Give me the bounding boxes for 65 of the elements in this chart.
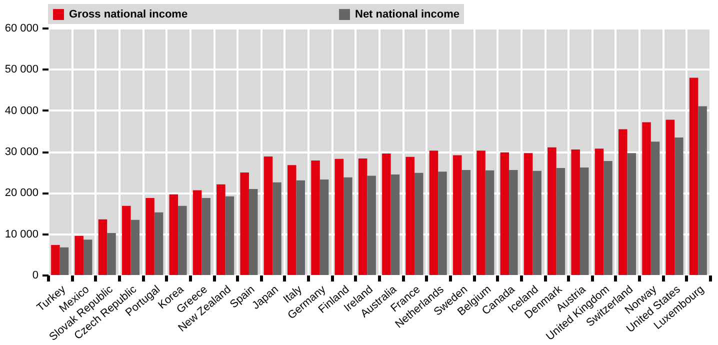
bar xyxy=(320,179,329,275)
bar xyxy=(627,153,636,275)
bar xyxy=(130,220,140,275)
bar xyxy=(571,149,580,275)
bar xyxy=(264,156,273,275)
bar xyxy=(406,156,414,275)
bar xyxy=(367,176,376,275)
bar xyxy=(429,150,438,275)
bar xyxy=(272,182,282,275)
bar xyxy=(83,240,92,275)
bar xyxy=(311,160,320,275)
bar xyxy=(438,172,447,275)
bar xyxy=(650,142,660,275)
bar xyxy=(202,198,210,275)
bar xyxy=(452,155,462,275)
bar xyxy=(60,247,69,275)
bar xyxy=(556,168,566,275)
bar xyxy=(344,177,352,275)
bar xyxy=(485,170,494,275)
bar xyxy=(674,138,684,275)
y-tick-label: 20 000 xyxy=(4,187,38,200)
bar xyxy=(604,160,612,275)
y-tick-label: 0 xyxy=(32,270,38,282)
bar xyxy=(618,129,628,275)
bar xyxy=(414,172,424,275)
y-tick-label: 10 000 xyxy=(4,228,38,240)
bar xyxy=(642,122,651,275)
bar xyxy=(192,190,202,275)
bar xyxy=(216,184,226,275)
legend-label: Gross national income xyxy=(69,8,188,21)
bar xyxy=(240,172,249,275)
bar xyxy=(358,158,368,275)
bar xyxy=(107,233,116,275)
bar xyxy=(74,236,84,275)
bar xyxy=(178,206,187,275)
bar xyxy=(248,188,258,275)
bar xyxy=(500,152,510,275)
bar xyxy=(524,153,533,275)
bar xyxy=(689,78,698,275)
y-tick-label: 40 000 xyxy=(4,104,38,117)
bar xyxy=(169,194,178,275)
bar xyxy=(296,180,306,275)
bar xyxy=(122,206,131,275)
bar xyxy=(390,174,400,275)
bar xyxy=(532,170,542,275)
bar xyxy=(666,120,675,275)
bar xyxy=(476,150,486,275)
bar xyxy=(698,106,707,275)
bar xyxy=(154,212,164,275)
bar xyxy=(146,198,154,275)
bar xyxy=(334,158,344,275)
bar xyxy=(287,165,296,275)
y-tick-label: 30 000 xyxy=(4,146,38,158)
bar xyxy=(594,148,604,275)
y-tick-label: 60 000 xyxy=(4,22,38,34)
bar xyxy=(462,170,471,275)
bar xyxy=(382,154,391,275)
bar xyxy=(509,170,518,275)
legend-label: Net national income xyxy=(355,8,460,21)
bar xyxy=(548,147,556,275)
y-tick-label: 50 000 xyxy=(4,64,38,76)
bar xyxy=(225,196,234,275)
bar xyxy=(51,244,60,275)
bar xyxy=(98,219,108,275)
bar xyxy=(580,168,589,275)
